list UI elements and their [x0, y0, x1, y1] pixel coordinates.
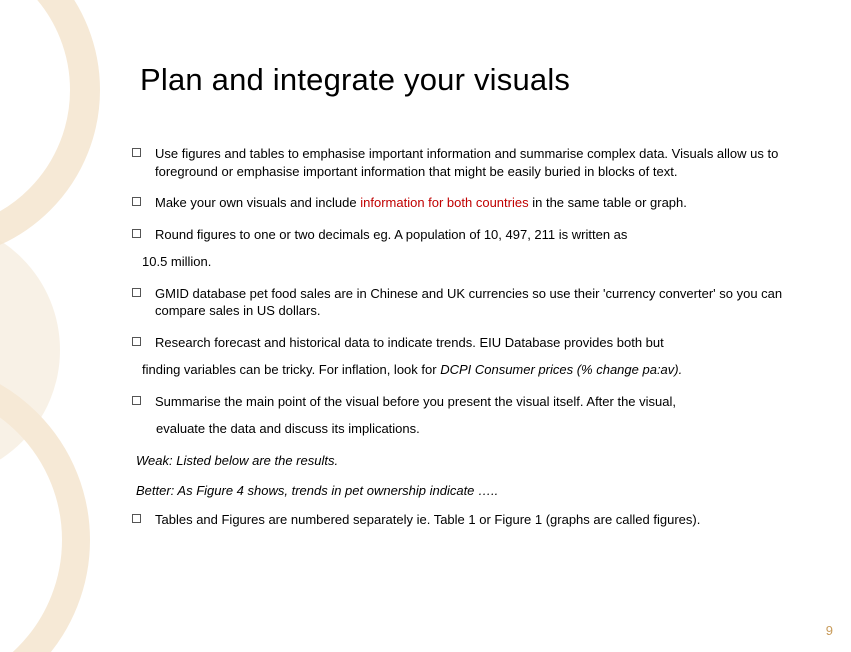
text-emphasis-red: information for both countries: [360, 195, 528, 210]
text-fragment: As Figure 4 shows, trends in pet ownersh…: [174, 483, 498, 498]
arc-top: [0, 0, 100, 260]
text-fragment: Make your own visuals and include: [155, 195, 360, 210]
bullet-item: Tables and Figures are numbered separate…: [132, 511, 812, 529]
checkbox-icon: [132, 514, 141, 523]
checkbox-icon: [132, 229, 141, 238]
bullet-text: Round figures to one or two decimals eg.…: [155, 226, 812, 244]
checkbox-icon: [132, 148, 141, 157]
bullet-text: Summarise the main point of the visual b…: [155, 393, 812, 411]
text-fragment: in the same table or graph.: [529, 195, 687, 210]
example-weak: Weak: Listed below are the results.: [136, 452, 812, 470]
bullet-item: Use figures and tables to emphasise impo…: [132, 145, 812, 180]
text-fragment: Listed below are the results.: [173, 453, 338, 468]
label-weak: Weak:: [136, 453, 173, 468]
bullet-text: GMID database pet food sales are in Chin…: [155, 285, 812, 320]
bullet-continuation: 10.5 million.: [142, 253, 812, 271]
checkbox-icon: [132, 197, 141, 206]
checkbox-icon: [132, 288, 141, 297]
example-better: Better: As Figure 4 shows, trends in pet…: [136, 482, 812, 500]
slide-title: Plan and integrate your visuals: [140, 62, 570, 98]
text-fragment: finding variables can be tricky. For inf…: [142, 362, 440, 377]
bullet-item: Make your own visuals and include inform…: [132, 194, 812, 212]
checkbox-icon: [132, 396, 141, 405]
bullet-text: Make your own visuals and include inform…: [155, 194, 812, 212]
page-number: 9: [826, 623, 833, 638]
bullet-text: Tables and Figures are numbered separate…: [155, 511, 812, 529]
bullet-continuation: evaluate the data and discuss its implic…: [156, 420, 812, 438]
bullet-text: Research forecast and historical data to…: [155, 334, 812, 352]
text-italic: DCPI Consumer prices (% change pa:av).: [440, 362, 682, 377]
bullet-item: Round figures to one or two decimals eg.…: [132, 226, 812, 244]
bullet-item: Summarise the main point of the visual b…: [132, 393, 812, 411]
decorative-arcs: [0, 0, 70, 652]
content-area: Use figures and tables to emphasise impo…: [132, 145, 812, 543]
bullet-item: GMID database pet food sales are in Chin…: [132, 285, 812, 320]
label-better: Better:: [136, 483, 174, 498]
bullet-continuation: finding variables can be tricky. For inf…: [130, 361, 812, 379]
arc-mid: [0, 220, 60, 480]
checkbox-icon: [132, 337, 141, 346]
arc-bottom: [0, 360, 90, 652]
bullet-text: Use figures and tables to emphasise impo…: [155, 145, 812, 180]
bullet-item: Research forecast and historical data to…: [132, 334, 812, 352]
